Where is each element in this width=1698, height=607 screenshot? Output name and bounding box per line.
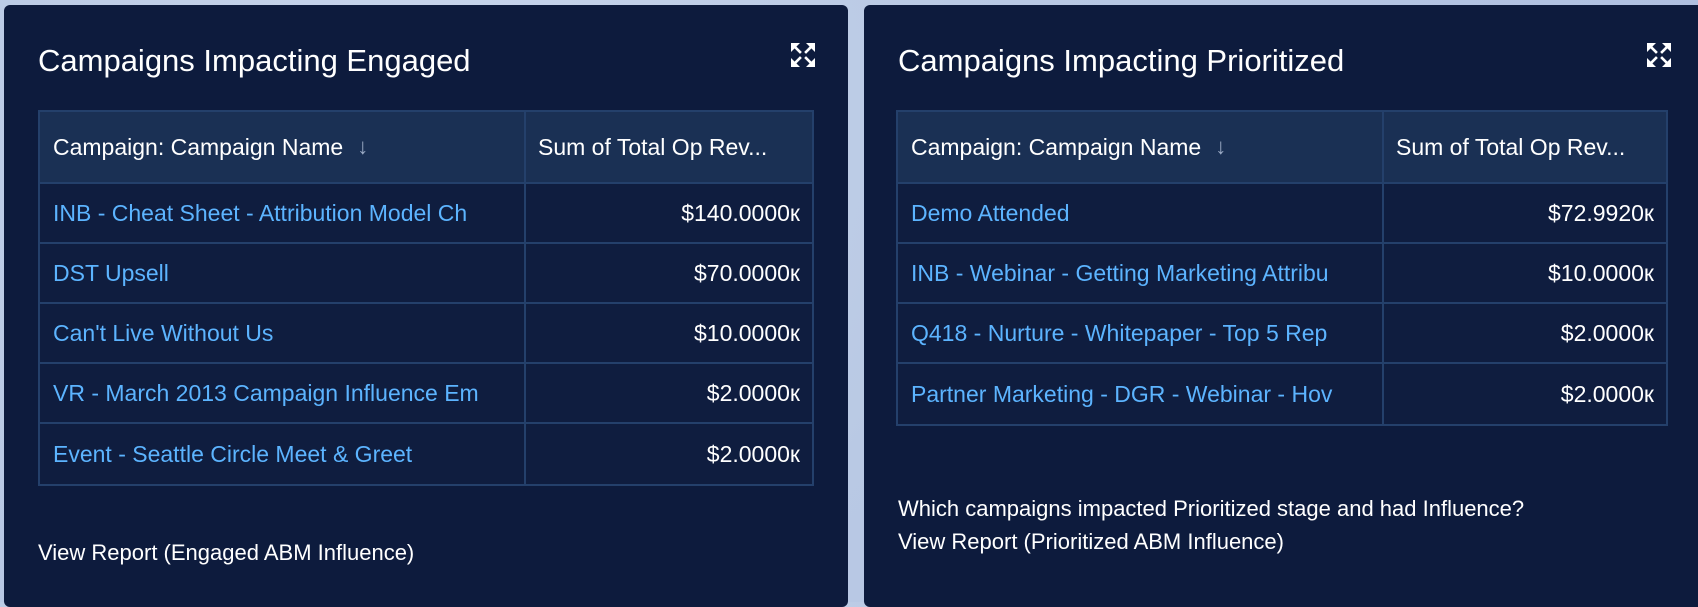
table-row: Event - Seattle Circle Meet & Greet $2.0… xyxy=(40,424,812,484)
revenue-value: $2.0000к xyxy=(1560,380,1654,407)
revenue-value: $2.0000к xyxy=(1560,319,1654,346)
expand-arrows-icon xyxy=(1647,43,1671,67)
expand-button[interactable] xyxy=(1646,42,1672,68)
card-description: Which campaigns impacted Prioritized sta… xyxy=(898,496,1525,521)
campaign-name-link[interactable]: Demo Attended xyxy=(898,184,1384,242)
view-report-link[interactable]: View Report (Engaged ABM Influence) xyxy=(38,540,415,565)
card-title: Campaigns Impacting Prioritized xyxy=(898,43,1345,78)
column-header-label: Sum of Total Op Rev... xyxy=(538,133,768,160)
campaign-name-link[interactable]: INB - Webinar - Getting Marketing Attrib… xyxy=(898,244,1384,302)
revenue-value: $70.0000к xyxy=(694,259,800,286)
campaign-name-link[interactable]: VR - March 2013 Campaign Influence Em xyxy=(40,364,526,422)
revenue-value: $10.0000к xyxy=(694,319,800,346)
revenue-value: $140.0000к xyxy=(681,199,800,226)
column-header-campaign-name[interactable]: Campaign: Campaign Name ↓ xyxy=(40,112,526,182)
column-header-label: Campaign: Campaign Name xyxy=(53,133,344,160)
table-header-row: Campaign: Campaign Name ↓ Sum of Total O… xyxy=(898,112,1666,184)
table-row: INB - Webinar - Getting Marketing Attrib… xyxy=(898,244,1666,304)
column-header-label: Campaign: Campaign Name xyxy=(911,133,1202,160)
table-header-row: Campaign: Campaign Name ↓ Sum of Total O… xyxy=(40,112,812,184)
column-header-campaign-name[interactable]: Campaign: Campaign Name ↓ xyxy=(898,112,1384,182)
campaign-name-link[interactable]: Q418 - Nurture - Whitepaper - Top 5 Rep xyxy=(898,304,1384,362)
revenue-value: $72.9920к xyxy=(1548,199,1654,226)
card-title: Campaigns Impacting Engaged xyxy=(38,43,471,78)
table-row: Q418 - Nurture - Whitepaper - Top 5 Rep … xyxy=(898,304,1666,364)
campaign-name-link[interactable]: Partner Marketing - DGR - Webinar - Hov xyxy=(898,364,1384,424)
expand-arrows-icon xyxy=(791,43,815,67)
campaign-table: Campaign: Campaign Name ↓ Sum of Total O… xyxy=(896,110,1668,426)
table-row: Demo Attended $72.9920к xyxy=(898,184,1666,244)
campaign-name-link[interactable]: Event - Seattle Circle Meet & Greet xyxy=(40,424,526,484)
table-row: Can't Live Without Us $10.0000к xyxy=(40,304,812,364)
prioritized-campaigns-card: Campaigns Impacting Prioritized Campaign… xyxy=(864,5,1698,607)
table-row: DST Upsell $70.0000к xyxy=(40,244,812,304)
table-row: INB - Cheat Sheet - Attribution Model Ch… xyxy=(40,184,812,244)
expand-button[interactable] xyxy=(790,42,816,68)
campaign-name-link[interactable]: DST Upsell xyxy=(40,244,526,302)
campaign-name-link[interactable]: Can't Live Without Us xyxy=(40,304,526,362)
revenue-value: $10.0000к xyxy=(1548,259,1654,286)
revenue-value: $2.0000к xyxy=(706,379,800,406)
sort-descending-icon: ↓ xyxy=(1215,134,1227,159)
revenue-value: $2.0000к xyxy=(706,440,800,467)
campaign-table: Campaign: Campaign Name ↓ Sum of Total O… xyxy=(38,110,814,486)
column-header-total-op-revenue[interactable]: Sum of Total Op Rev... xyxy=(1384,112,1666,182)
engaged-campaigns-card: Campaigns Impacting Engaged Campaign: Ca… xyxy=(4,5,848,607)
column-header-label: Sum of Total Op Rev... xyxy=(1396,133,1626,160)
table-row: Partner Marketing - DGR - Webinar - Hov … xyxy=(898,364,1666,424)
table-row: VR - March 2013 Campaign Influence Em $2… xyxy=(40,364,812,424)
column-header-total-op-revenue[interactable]: Sum of Total Op Rev... xyxy=(526,112,812,182)
sort-descending-icon: ↓ xyxy=(357,134,369,159)
campaign-name-link[interactable]: INB - Cheat Sheet - Attribution Model Ch xyxy=(40,184,526,242)
view-report-link[interactable]: View Report (Prioritized ABM Influence) xyxy=(898,529,1284,554)
